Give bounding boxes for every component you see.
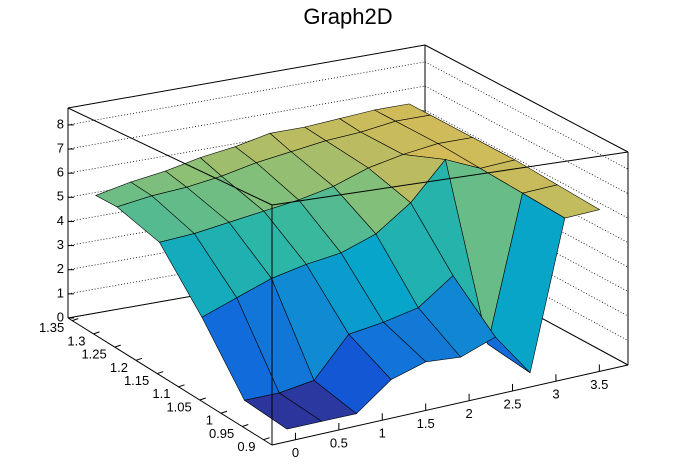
- grid-line: [424, 254, 629, 366]
- y-tick-label: 1.1: [152, 386, 170, 401]
- grid-line: [67, 206, 426, 271]
- grid-line: [424, 85, 629, 194]
- tick-mark: [242, 424, 249, 427]
- z-tick-label: 7: [57, 140, 64, 155]
- z-tick-label: 0: [57, 309, 64, 324]
- box-edge: [67, 44, 426, 109]
- y-tick-label: 1.15: [124, 373, 149, 388]
- z-tick-label: 8: [57, 116, 64, 131]
- y-tick-label: 0.9: [237, 439, 255, 454]
- x-tick-label: 3.5: [590, 377, 608, 392]
- tick-mark: [72, 318, 79, 322]
- x-tick-label: 0: [292, 445, 299, 460]
- chart-title: Graph2D: [303, 4, 392, 29]
- x-tick-label: 0.5: [330, 435, 348, 450]
- z-tick-label: 3: [57, 237, 64, 252]
- y-tick-label: 1.25: [81, 347, 106, 362]
- grid-line: [424, 206, 629, 317]
- y-tick-label: 1.35: [39, 320, 64, 335]
- z-tick-label: 6: [57, 165, 64, 180]
- grid-line: [67, 85, 426, 150]
- x-axis: [271, 364, 629, 446]
- tick-mark: [93, 331, 100, 335]
- grid-line: [67, 230, 426, 295]
- grid-line: [67, 254, 426, 319]
- tick-mark: [220, 410, 228, 414]
- grid-line: [67, 109, 426, 174]
- x-tick-label: 1: [379, 426, 386, 441]
- x-tick-label: 2: [465, 406, 472, 421]
- x-tick-label: 1.5: [417, 416, 435, 431]
- y-tick-label: 1.2: [110, 360, 128, 375]
- x-tick-label: 2.5: [503, 396, 521, 411]
- grid-line: [424, 109, 629, 219]
- tick-mark: [199, 397, 206, 401]
- surface-cell: [243, 392, 323, 430]
- grid-line: [67, 61, 426, 126]
- x-tick-label: 3: [552, 387, 559, 402]
- y-tick-label: 0.95: [209, 426, 234, 441]
- box-edge: [424, 44, 629, 153]
- box-edge: [271, 151, 629, 206]
- grid-line: [424, 61, 629, 170]
- z-tick-label: 5: [57, 189, 64, 204]
- tick-mark: [135, 357, 143, 361]
- box-edge: [67, 107, 273, 206]
- z-tick-label: 1: [57, 285, 64, 300]
- grid-line: [67, 182, 426, 246]
- y-tick-label: 1.05: [166, 399, 191, 414]
- z-tick-label: 4: [57, 213, 64, 228]
- tick-mark: [114, 344, 121, 348]
- tick-mark: [178, 384, 185, 388]
- y-tick-label: 1.3: [67, 333, 85, 348]
- y-axis: [67, 317, 273, 446]
- y-tick-label: 1: [206, 413, 213, 428]
- z-tick-label: 2: [57, 261, 64, 276]
- tick-mark: [263, 437, 270, 441]
- tick-mark: [157, 371, 164, 375]
- grid-line: [424, 230, 629, 341]
